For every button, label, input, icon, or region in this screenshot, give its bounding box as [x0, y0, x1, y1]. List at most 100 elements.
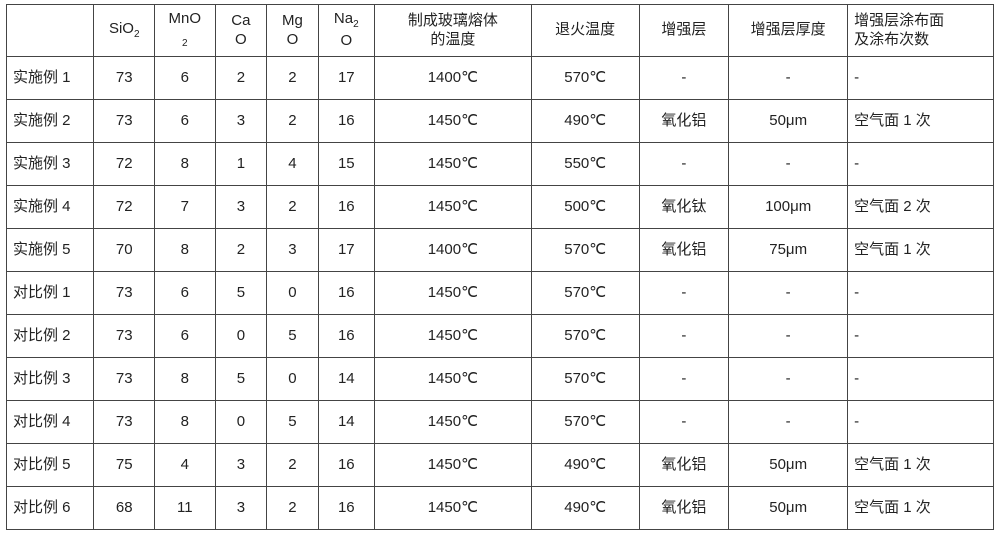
- cell: 5: [267, 401, 319, 444]
- col-header-7: 退火温度: [531, 5, 639, 57]
- cell: 72: [94, 143, 155, 186]
- table-head: SiO2MnO2CaOMgONa2O制成玻璃熔体的温度退火温度增强层增强层厚度增…: [7, 5, 994, 57]
- cell: 73: [94, 315, 155, 358]
- col-header-6: 制成玻璃熔体的温度: [374, 5, 531, 57]
- cell: 6: [155, 315, 216, 358]
- cell: 3: [215, 186, 267, 229]
- cell: -: [729, 401, 848, 444]
- cell: 73: [94, 358, 155, 401]
- col-header-9: 增强层厚度: [729, 5, 848, 57]
- row-label: 实施例 5: [7, 229, 94, 272]
- col-header-8: 增强层: [639, 5, 729, 57]
- cell: 75: [94, 444, 155, 487]
- cell: 5: [215, 272, 267, 315]
- cell: 7: [155, 186, 216, 229]
- cell: -: [639, 143, 729, 186]
- cell: 空气面 1 次: [848, 487, 994, 530]
- cell: 570℃: [531, 358, 639, 401]
- cell: 2: [215, 229, 267, 272]
- col-header-2: MnO2: [155, 5, 216, 57]
- cell: 氧化铝: [639, 100, 729, 143]
- cell: 72: [94, 186, 155, 229]
- table-row: 实施例 273632161450℃490℃氧化铝50μm空气面 1 次: [7, 100, 994, 143]
- cell: 490℃: [531, 487, 639, 530]
- cell: -: [848, 401, 994, 444]
- cell: 空气面 2 次: [848, 186, 994, 229]
- col-header-3: CaO: [215, 5, 267, 57]
- cell: 16: [318, 272, 374, 315]
- cell: 空气面 1 次: [848, 444, 994, 487]
- table-row: 对比例 173650161450℃570℃---: [7, 272, 994, 315]
- col-header-1: SiO2: [94, 5, 155, 57]
- cell: 5: [267, 315, 319, 358]
- cell: 1450℃: [374, 100, 531, 143]
- table-row: 对比例 373850141450℃570℃---: [7, 358, 994, 401]
- cell: 2: [267, 487, 319, 530]
- row-label: 对比例 2: [7, 315, 94, 358]
- cell: -: [848, 57, 994, 100]
- cell: 500℃: [531, 186, 639, 229]
- cell: 1450℃: [374, 272, 531, 315]
- cell: 2: [267, 186, 319, 229]
- cell: 2: [267, 100, 319, 143]
- cell: 15: [318, 143, 374, 186]
- cell: 16: [318, 487, 374, 530]
- cell: 1400℃: [374, 57, 531, 100]
- row-label: 实施例 4: [7, 186, 94, 229]
- cell: 16: [318, 315, 374, 358]
- cell: 68: [94, 487, 155, 530]
- cell: 73: [94, 272, 155, 315]
- cell: 0: [215, 315, 267, 358]
- cell: 70: [94, 229, 155, 272]
- col-header-4: MgO: [267, 5, 319, 57]
- cell: 6: [155, 57, 216, 100]
- cell: 17: [318, 57, 374, 100]
- cell: 0: [267, 272, 319, 315]
- cell: 50μm: [729, 444, 848, 487]
- table-row: 实施例 372814151450℃550℃---: [7, 143, 994, 186]
- col-header-0: [7, 5, 94, 57]
- row-label: 实施例 2: [7, 100, 94, 143]
- cell: 490℃: [531, 444, 639, 487]
- cell: 1450℃: [374, 143, 531, 186]
- cell: 570℃: [531, 57, 639, 100]
- row-label: 对比例 1: [7, 272, 94, 315]
- cell: -: [729, 358, 848, 401]
- cell: 3: [215, 100, 267, 143]
- cell: -: [639, 57, 729, 100]
- cell: 73: [94, 401, 155, 444]
- cell: -: [639, 315, 729, 358]
- cell: 1450℃: [374, 315, 531, 358]
- cell: 1450℃: [374, 186, 531, 229]
- cell: 14: [318, 401, 374, 444]
- cell: -: [848, 358, 994, 401]
- cell: -: [639, 272, 729, 315]
- row-label: 对比例 3: [7, 358, 94, 401]
- cell: 14: [318, 358, 374, 401]
- row-label: 实施例 1: [7, 57, 94, 100]
- table-row: 对比例 575432161450℃490℃氧化铝50μm空气面 1 次: [7, 444, 994, 487]
- cell: 氧化铝: [639, 229, 729, 272]
- col-header-5: Na2O: [318, 5, 374, 57]
- data-table: SiO2MnO2CaOMgONa2O制成玻璃熔体的温度退火温度增强层增强层厚度增…: [6, 4, 994, 530]
- cell: -: [848, 272, 994, 315]
- cell: 2: [267, 444, 319, 487]
- cell: 570℃: [531, 315, 639, 358]
- row-label: 实施例 3: [7, 143, 94, 186]
- cell: 氧化铝: [639, 487, 729, 530]
- cell: 16: [318, 186, 374, 229]
- cell: 1: [215, 143, 267, 186]
- cell: 6: [155, 272, 216, 315]
- cell: 2: [267, 57, 319, 100]
- cell: 8: [155, 401, 216, 444]
- cell: 8: [155, 143, 216, 186]
- cell: 1450℃: [374, 487, 531, 530]
- cell: 5: [215, 358, 267, 401]
- table-row: 实施例 173622171400℃570℃---: [7, 57, 994, 100]
- cell: 氧化铝: [639, 444, 729, 487]
- cell: 4: [267, 143, 319, 186]
- cell: 6: [155, 100, 216, 143]
- cell: 4: [155, 444, 216, 487]
- table-body: 实施例 173622171400℃570℃---实施例 273632161450…: [7, 57, 994, 530]
- cell: 570℃: [531, 229, 639, 272]
